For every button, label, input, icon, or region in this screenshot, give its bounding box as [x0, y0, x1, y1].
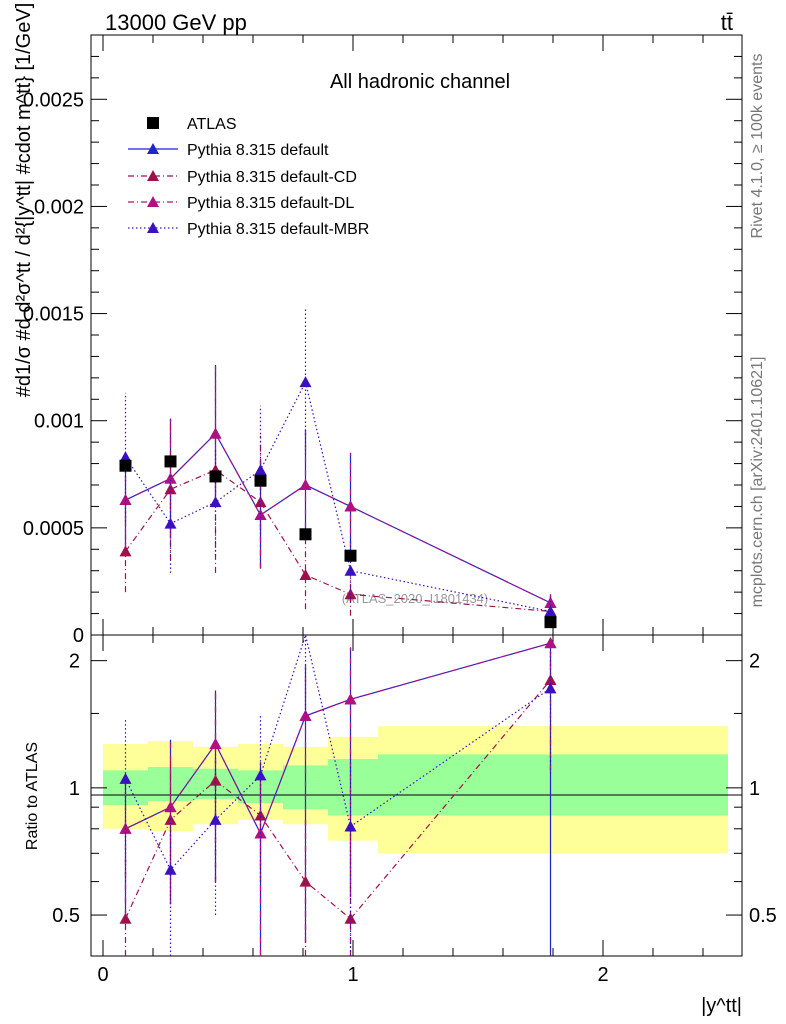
mbr-ratio-point [544, 682, 557, 694]
chart-title: All hadronic channel [330, 71, 510, 93]
mbr-ratio-point [344, 820, 357, 832]
mbr-ratio-point [119, 772, 132, 784]
mbr-main-point [209, 496, 222, 508]
ratio-y-tick-label: 2 [69, 651, 80, 673]
mbr-main-line [125, 380, 551, 613]
rivet-label: Rivet 4.1.0, ≥ 100k events [749, 54, 766, 239]
mbr-main-point [544, 605, 557, 617]
atlas-data-point [254, 474, 267, 487]
ratio-data-marks [119, 632, 557, 956]
ratio-uncertainty-bands [103, 726, 728, 854]
cd-ratio-point [544, 673, 557, 685]
analysis-tag: (ATLAS_2020_I1801434) [342, 591, 488, 606]
main-y-tick-label: 0.0005 [23, 518, 84, 540]
dl-main-point [164, 472, 177, 484]
atlas-data-point [164, 455, 177, 468]
dl-main-point [209, 427, 222, 439]
main-y-axis-label: #d1/σ #d d²σ^tt / d²{|y^tt| #cdot m^tt} … [13, 3, 35, 398]
ratio-y-tick-label-right: 0.5 [749, 905, 777, 927]
mbr-main-point [254, 464, 267, 475]
atlas-data-point [119, 459, 132, 472]
cd-main-point [119, 545, 132, 557]
main-y-tick-label: 0.001 [34, 411, 84, 433]
main-y-tick-label: 0.0015 [23, 304, 84, 326]
mbr-ratio-point [209, 813, 222, 825]
legend-dl-marker [147, 196, 159, 207]
dl-main-point [344, 500, 357, 512]
dl-ratio-point [209, 737, 222, 749]
atlas-data-point [344, 549, 357, 562]
mbr-ratio-point [254, 769, 267, 781]
cd-ratio-point [254, 809, 267, 821]
main-y-tick-label: 0 [73, 625, 84, 647]
mbr-main-point [119, 451, 132, 463]
cd-ratio-point [344, 912, 357, 924]
mbr-main-point [299, 376, 312, 388]
x-tick-label: 2 [597, 964, 608, 986]
legend: ATLAS Pythia 8.315 default Pythia 8.315 … [128, 116, 369, 238]
mbr-ratio-point [164, 863, 177, 875]
dl-main-line [125, 432, 551, 604]
cd-ratio-point [119, 912, 132, 924]
legend-default-marker [147, 143, 159, 154]
x-tick-label: 1 [347, 964, 358, 986]
dl-ratio-point [299, 709, 312, 721]
x-axis-label: |y^tt| [701, 995, 742, 1017]
dl-main-point [119, 494, 132, 505]
mbr-main-point [164, 517, 177, 529]
dl-ratio-point [544, 637, 557, 649]
legend-mbr-label: Pythia 8.315 default-MBR [187, 221, 369, 238]
ratio-y-axis-label: Ratio to ATLAS [24, 742, 41, 850]
ratio-y-tick-label: 1 [69, 778, 80, 800]
main-y-tick-label: 0.002 [34, 196, 84, 218]
legend-mbr-marker [147, 222, 159, 233]
dl-main-point [299, 479, 312, 490]
band-inner-segment [328, 759, 378, 816]
ratio-y-tick-label-right: 1 [749, 778, 760, 800]
default-main-line [125, 432, 551, 604]
legend-dl-label: Pythia 8.315 default-DL [187, 195, 354, 212]
atlas-data-point [544, 616, 557, 629]
axes: 0.0025 0.002 0.0015 0.001 0.0005 0 0 1 2 2 2 1 1 0.5 0… [23, 34, 777, 986]
dl-main-point [254, 509, 267, 520]
dl-ratio-point [164, 801, 177, 813]
ratio-y-tick-label: 0.5 [52, 905, 80, 927]
ratio-y-tick-label-right: 2 [749, 651, 760, 673]
atlas-data-point [299, 528, 312, 541]
band-inner-segment [378, 754, 728, 816]
energy-label: 13000 GeV pp [105, 10, 247, 35]
legend-default-label: Pythia 8.315 default [187, 142, 329, 159]
main-data-marks [119, 309, 557, 629]
atlas-data-point [209, 470, 222, 483]
mcplots-label: mcplots.cern.ch [arXiv:2401.10621] [749, 357, 766, 608]
cd-main-point [299, 569, 312, 580]
legend-atlas-label: ATLAS [187, 116, 237, 133]
cd-ratio-point [209, 774, 222, 786]
main-y-tick-label: 0.0025 [23, 89, 84, 111]
legend-atlas-marker [147, 117, 159, 129]
x-tick-label: 0 [97, 964, 108, 986]
legend-cd-marker [147, 170, 159, 181]
dl-ratio-point [344, 693, 357, 705]
process-label: tt̄ [721, 10, 733, 35]
mbr-main-point [344, 564, 357, 576]
legend-cd-label: Pythia 8.315 default-CD [187, 169, 357, 186]
